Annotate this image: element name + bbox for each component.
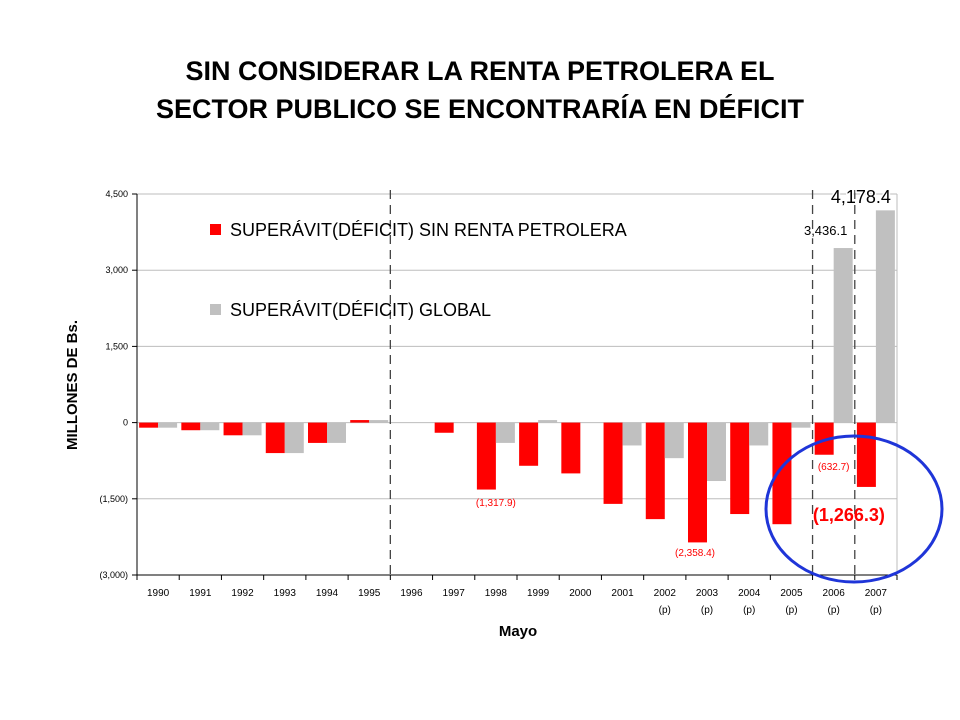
x-tick-sublabel: (p) <box>659 605 671 616</box>
x-tick-label: 2006 <box>823 588 846 599</box>
x-tick-label: 2000 <box>569 588 592 599</box>
x-tick-label: 2004 <box>738 588 761 599</box>
bar <box>603 422 623 504</box>
bar <box>538 420 558 423</box>
bar <box>856 422 876 487</box>
x-tick-sublabel: (p) <box>743 605 755 616</box>
y-tick-label: 4,500 <box>105 189 128 199</box>
y-tick-label: (1,500) <box>99 494 128 504</box>
bar <box>791 422 811 428</box>
title-line-1: SIN CONSIDERAR LA RENTA PETROLERA EL <box>185 56 775 86</box>
x-tick-label: 2007 <box>865 588 888 599</box>
bar <box>181 422 201 431</box>
bar <box>350 420 370 423</box>
bar <box>622 422 642 446</box>
bar <box>688 422 707 543</box>
x-tick-sublabel: (p) <box>701 605 713 616</box>
data-label: (2,358.4) <box>675 548 715 559</box>
x-tick-label: 1992 <box>231 588 254 599</box>
bar <box>265 422 285 454</box>
bar <box>327 422 346 443</box>
x-tick-label: 1993 <box>274 588 297 599</box>
legend: SUPERÁVIT(DÉFICIT) SIN RENTA PETROLERA SU… <box>210 220 627 320</box>
bar <box>730 422 750 515</box>
bar <box>707 422 726 482</box>
bar <box>833 248 853 423</box>
x-tick-label: 1990 <box>147 588 170 599</box>
bar <box>664 422 684 459</box>
legend-swatch <box>210 304 221 315</box>
x-axis-label: Mayo <box>499 623 537 640</box>
x-tick-label: 2001 <box>611 588 634 599</box>
y-tick-label: (3,000) <box>99 570 128 580</box>
period-dividers <box>389 190 856 575</box>
data-label: (1,266.3) <box>813 505 885 525</box>
x-tick-sublabel: (p) <box>870 605 882 616</box>
bar <box>308 422 327 443</box>
bar <box>369 420 389 423</box>
legend-label: SUPERÁVIT(DÉFICIT) GLOBAL <box>230 300 491 320</box>
x-tick-label: 1999 <box>527 588 550 599</box>
bars <box>139 210 895 543</box>
bar <box>645 422 665 520</box>
data-label: 4,178.4 <box>831 187 891 207</box>
bar <box>200 422 220 431</box>
data-label: (1,317.9) <box>476 498 516 509</box>
x-tick-sublabel: (p) <box>828 605 840 616</box>
y-axis-label: MILLONES DE Bs. <box>64 320 81 450</box>
y-tick-label: 3,000 <box>105 265 128 275</box>
legend-label: SUPERÁVIT(DÉFICIT) SIN RENTA PETROLERA <box>230 220 627 240</box>
x-tick-label: 2003 <box>696 588 719 599</box>
y-tick-label: 0 <box>123 418 128 428</box>
x-tick-sublabel: (p) <box>785 605 797 616</box>
bar <box>495 422 515 443</box>
x-tick-label: 1995 <box>358 588 381 599</box>
legend-swatch <box>210 224 221 235</box>
bar <box>434 422 454 433</box>
bar <box>223 422 243 436</box>
axes: (3,000) (1,500) 0 1,500 3,000 4,500 1990 1991 19… <box>64 189 898 640</box>
bar <box>875 210 895 423</box>
bar <box>242 422 262 436</box>
x-tick-label: 2002 <box>654 588 677 599</box>
data-label: 3,436.1 <box>804 223 847 238</box>
bar <box>772 422 792 525</box>
annotations: (1,317.9) (2,358.4) (632.7) 3,436.1 4,178.4 (… <box>476 186 944 584</box>
highlight-ellipse <box>764 434 944 584</box>
y-tick-label: 1,500 <box>105 341 128 351</box>
x-tick-label: 1991 <box>189 588 212 599</box>
data-label: (632.7) <box>818 462 850 473</box>
bar <box>158 422 178 428</box>
bar <box>284 422 304 454</box>
x-tick-label: 1998 <box>485 588 508 599</box>
bar <box>519 422 539 466</box>
x-tick-label: 1997 <box>443 588 466 599</box>
bar <box>476 422 496 490</box>
title-line-2: SECTOR PUBLICO SE ENCONTRARÍA EN DÉFICIT <box>155 94 805 124</box>
x-tick-label: 2005 <box>780 588 803 599</box>
x-tick-label: 1996 <box>400 588 423 599</box>
page-title: SIN CONSIDERAR LA RENTA PETROLERA EL SEC… <box>40 52 920 128</box>
bar <box>749 422 769 446</box>
bar <box>561 422 581 474</box>
x-tick-label: 1994 <box>316 588 339 599</box>
bar <box>139 422 159 428</box>
